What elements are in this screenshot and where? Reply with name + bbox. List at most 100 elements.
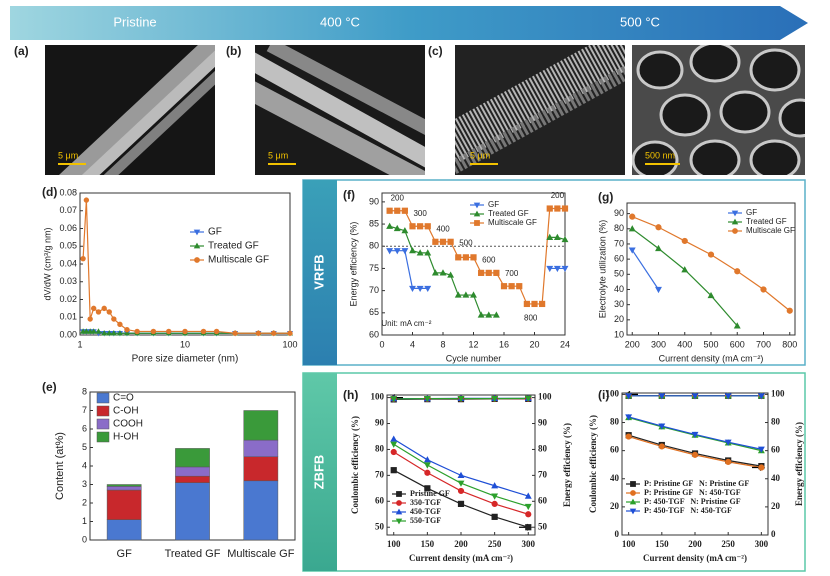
legend-label: GF [488, 200, 499, 209]
marker [628, 225, 636, 232]
marker [457, 471, 465, 478]
legend-label: P: 450-TGF N: 450-TGF [644, 506, 732, 515]
x-tick-label: 150 [421, 539, 435, 549]
marker [150, 328, 157, 335]
annotation: 300 [413, 209, 427, 218]
y-tick-label: 1 [82, 516, 87, 526]
marker [101, 329, 108, 336]
marker [447, 238, 454, 245]
annotation: 200 [391, 193, 405, 202]
marker [473, 202, 481, 209]
legend-label: P: Pristine GF N: 450-TGF [644, 488, 741, 497]
marker [386, 248, 394, 255]
marker [491, 513, 498, 520]
marker [423, 462, 431, 469]
marker [423, 456, 431, 463]
marker [95, 328, 102, 334]
marker [655, 224, 662, 231]
bar-segment [175, 475, 210, 483]
marker [758, 464, 765, 471]
x-tick-label: 250 [721, 539, 735, 549]
marker [478, 269, 485, 276]
marker [691, 393, 699, 400]
marker [95, 309, 102, 315]
marker [546, 205, 553, 212]
sem-image [45, 45, 215, 175]
y2-tick-label: 80 [538, 444, 548, 454]
legend-label: H-OH [113, 432, 139, 443]
marker [546, 233, 554, 240]
y-tick-label: 0 [82, 534, 87, 544]
y-tick-label: 6 [82, 423, 87, 433]
x-tick-label: 8 [440, 339, 445, 349]
sem-image [255, 45, 425, 175]
x-tick-label: 12 [468, 339, 478, 349]
marker [553, 265, 561, 273]
legend-label: P: Pristine GF N: Pristine GF [644, 479, 749, 488]
bar-segment [175, 466, 210, 477]
marker [691, 431, 699, 439]
marker [493, 269, 500, 276]
marker [707, 251, 715, 258]
y2-tick-label: 90 [538, 418, 548, 428]
marker [386, 207, 393, 214]
marker [734, 268, 741, 275]
marker [424, 249, 432, 256]
x-tick-label: 700 [756, 339, 771, 349]
x-tick-label: 300 [522, 539, 536, 549]
legend-label: Treated GF [208, 241, 259, 252]
series-line [631, 249, 659, 290]
marker [271, 330, 277, 336]
panel-label: (h) [343, 388, 358, 402]
x-tick-label: 16 [499, 339, 509, 349]
marker [200, 328, 207, 335]
x-tick-label: 1 [77, 339, 82, 349]
marker [725, 458, 732, 465]
legend-label: COOH [113, 419, 143, 430]
legend-swatch [96, 392, 110, 404]
marker [474, 220, 480, 226]
marker [401, 207, 408, 214]
marker [386, 222, 394, 229]
y-tick-label: 10 [614, 329, 624, 339]
marker [630, 490, 636, 496]
scale-bar-label: 5 μm [268, 150, 288, 160]
sem-image [455, 45, 625, 175]
marker [655, 244, 662, 252]
marker [83, 328, 90, 334]
y-tick-label: 75 [369, 263, 379, 273]
y-tick-label: 65 [369, 307, 379, 317]
y2-tick-label: 50 [538, 521, 548, 531]
marker [213, 328, 220, 335]
marker [416, 249, 424, 256]
marker [561, 265, 569, 273]
marker [525, 511, 532, 518]
marker [439, 269, 447, 276]
marker [732, 228, 738, 234]
marker [194, 257, 200, 263]
section-label: VRFB [311, 254, 326, 289]
x-tick-label: 200 [688, 539, 702, 549]
marker [524, 492, 532, 499]
panel-label: (f) [343, 188, 355, 202]
marker [658, 393, 666, 400]
series-line [393, 438, 529, 497]
annotation: 800 [524, 314, 538, 323]
x-axis-label: Cycle number [446, 353, 502, 363]
y-axis-label: Coulombic efficiency (%) [350, 416, 360, 514]
marker [417, 223, 424, 230]
y-tick-label: 80 [375, 444, 385, 454]
x-axis-label: Current density (mA cm⁻²) [409, 553, 513, 563]
y2-tick-label: 60 [771, 445, 781, 455]
marker [554, 205, 561, 212]
marker [625, 393, 633, 400]
y-tick-label: 0.03 [59, 276, 77, 286]
y-tick-label: 100 [606, 388, 620, 398]
y-tick-label: 80 [610, 417, 620, 427]
marker [724, 393, 732, 400]
y-tick-label: 7 [82, 405, 87, 415]
marker [625, 433, 632, 440]
